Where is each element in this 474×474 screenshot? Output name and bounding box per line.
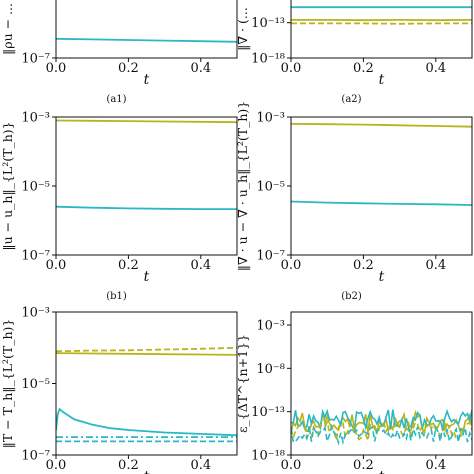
series-group: [291, 123, 472, 206]
chart-panel-4: 0.0 0.2 0.4 10⁻³ 10⁻⁵ 10⁻⁷ ‖∇ · u − ∇ · u_h‖_{…: [235, 101, 473, 302]
y-axis-label: ‖T − T_h‖_{L²(T_h)}: [0, 319, 15, 449]
x-tick-label: 0.4: [425, 61, 446, 76]
y-tick-label: 10⁻⁷: [21, 449, 50, 464]
x-tick-label: 0.4: [425, 458, 446, 473]
y-tick-label: 10⁻³: [21, 306, 50, 321]
x-axis-label: t: [379, 72, 385, 88]
y-tick-label: 10⁻¹⁸: [251, 449, 285, 464]
series-group: [56, 37, 237, 43]
x-tick-label: 0.2: [353, 61, 374, 76]
y-tick-label: 10⁻⁵: [21, 377, 50, 392]
series-line: [56, 37, 237, 43]
y-tick-label: 10⁻³: [21, 111, 50, 126]
series-line: [291, 408, 472, 433]
x-tick-label: 0.0: [281, 61, 302, 76]
series-line: [56, 346, 237, 353]
plot-frame: [55, 116, 238, 256]
x-tick-label: 0.0: [281, 458, 302, 473]
x-tick-label: 0.2: [118, 458, 139, 473]
plot-frame: [290, 311, 473, 456]
chart-panel-5: 0.0 0.2 0.4 10⁻³ 10⁻⁵ 10⁻⁷ ‖T − T_h‖_{L²(T_h)}…: [0, 306, 238, 474]
plot-frame: [290, 116, 473, 256]
series-line: [291, 419, 472, 441]
y-axis-label: ‖∇ · u − ∇ · u_h‖_{L²(T_h)}: [235, 101, 250, 271]
y-tick-label: 10⁻⁷: [21, 249, 50, 264]
y-tick-label: 10⁻³: [256, 111, 285, 126]
x-tick-label: 0.0: [281, 258, 302, 273]
y-tick-label: 10⁻⁷: [21, 52, 50, 67]
y-tick-label: 10⁻⁸: [256, 362, 285, 377]
y-axis-label: ε_{ΔT^{n+1}}: [235, 334, 250, 433]
series-line: [291, 200, 472, 206]
chart-panel-6: 0.0 0.2 0.4 10⁻³ 10⁻⁸ 10⁻¹³ 10⁻¹⁸ ε_{ΔT^{n+1}}t: [235, 311, 473, 474]
series-line: [56, 407, 237, 437]
chart-panel-1: 0.0 0.2 0.4 10⁻⁷ ‖ρu − ... t (a1): [0, 0, 238, 105]
x-axis-label: t: [144, 269, 150, 285]
panel-caption: (a1): [106, 94, 126, 105]
series-line: [291, 123, 472, 128]
x-tick-label: 0.4: [190, 458, 211, 473]
y-axis-label: ‖ρu − ...: [0, 3, 15, 55]
y-axis-label: ‖∇ · (...: [235, 7, 250, 51]
x-tick-label: 0.2: [353, 258, 374, 273]
y-tick-label: 10⁻¹³: [251, 405, 285, 420]
x-tick-label: 0.2: [118, 61, 139, 76]
series-group: [291, 6, 472, 25]
x-tick-label: 0.0: [46, 258, 67, 273]
x-tick-label: 0.2: [118, 258, 139, 273]
x-axis-label: t: [144, 72, 150, 88]
series-group: [291, 408, 472, 446]
x-tick-label: 0.4: [190, 61, 211, 76]
x-axis-label: t: [379, 469, 385, 474]
series-group: [56, 119, 237, 211]
x-tick-label: 0.0: [46, 458, 67, 473]
panel-caption: (b2): [341, 291, 362, 302]
series-line: [56, 119, 237, 124]
series-line: [291, 423, 472, 446]
x-tick-label: 0.4: [425, 258, 446, 273]
y-tick-label: 10⁻¹³: [251, 16, 285, 31]
chart-panel-2: 0.0 0.2 0.4 10⁻¹³ 10⁻¹⁸‖∇ · (... t (a2): [235, 0, 473, 105]
panel-caption: (a2): [341, 94, 361, 105]
y-tick-label: 10⁻³: [256, 319, 285, 334]
y-tick-label: 10⁻⁷: [256, 249, 285, 264]
y-tick-label: 10⁻⁵: [256, 180, 285, 195]
y-tick-label: 10⁻⁵: [21, 180, 50, 195]
x-axis-label: t: [379, 269, 385, 285]
plot-frame: [55, 0, 238, 59]
series-group: [56, 346, 237, 443]
x-tick-label: 0.4: [190, 258, 211, 273]
y-tick-label: 10⁻¹⁸: [251, 52, 285, 67]
y-axis-label: ‖u − u_h‖_{L²(T_h)}: [0, 121, 15, 250]
series-line: [56, 352, 237, 356]
series-line: [56, 205, 237, 211]
x-tick-label: 0.2: [353, 458, 374, 473]
panel-caption: (b1): [106, 291, 127, 302]
x-tick-label: 0.0: [46, 61, 67, 76]
x-axis-label: t: [144, 469, 150, 474]
chart-panel-3: 0.0 0.2 0.4 10⁻³ 10⁻⁵ 10⁻⁷ ‖u − u_h‖_{L²(T_h)}…: [0, 111, 238, 302]
plot-frame: [290, 0, 473, 59]
